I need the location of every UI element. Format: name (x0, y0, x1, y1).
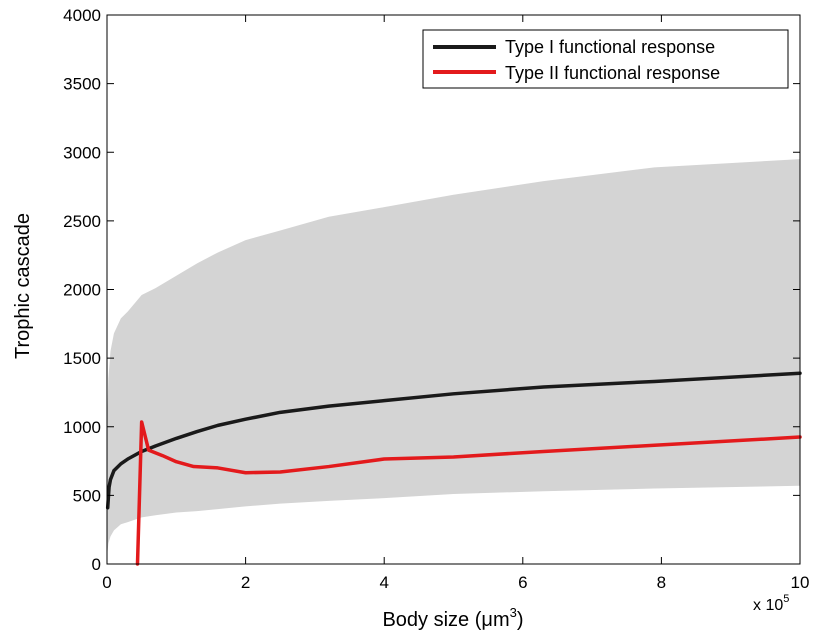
y-tick-label: 2000 (63, 281, 101, 300)
x-axis-label-superscript: 3 (510, 605, 517, 620)
confidence-band (107, 159, 800, 554)
x-axis-label-mu: μ (481, 609, 493, 631)
confidence-band-layer (107, 159, 800, 554)
x-tick-label: 4 (379, 573, 388, 592)
y-tick-label: 1500 (63, 349, 101, 368)
series-line-type-i (105, 371, 802, 510)
x-tick-label: 10 (791, 573, 810, 592)
legend-box (422, 29, 789, 89)
y-tick-label: 1000 (63, 418, 101, 437)
y-tick-label: 4000 (63, 6, 101, 25)
x-tick-label: 6 (518, 573, 527, 592)
y-tick-label: 3000 (63, 143, 101, 162)
x-axis-multiplier: x 105 (753, 593, 789, 614)
x-axis-label-close: ) (517, 609, 524, 631)
legend-label-type-i: Type I functional response (505, 37, 715, 57)
legend: Type I functional response Type II funct… (422, 29, 789, 89)
y-tick-label: 500 (73, 486, 101, 505)
series-line-type-ii (135, 420, 802, 566)
y-tick-label: 2500 (63, 212, 101, 231)
y-axis-label: Trophic cascade (12, 213, 34, 359)
x-axis-label-unit: m (493, 609, 510, 631)
x-axis-label-text: Body size ( (382, 609, 481, 631)
x-tick-label: 2 (241, 573, 250, 592)
y-tick-label: 3500 (63, 75, 101, 94)
x-axis-multiplier-text: x 10 (753, 597, 783, 614)
x-axis-label: Body size (μm3) (382, 605, 523, 631)
series-layer (105, 371, 802, 566)
x-tick-label: 0 (102, 573, 111, 592)
x-tick-label: 8 (657, 573, 666, 592)
legend-label-type-ii: Type II functional response (505, 63, 720, 83)
tick-layer: 0 2 4 6 8 10 0 500 1000 1500 2000 2500 3000 3500 4000 (63, 6, 809, 592)
x-axis-multiplier-exponent: 5 (783, 593, 789, 605)
y-tick-label: 0 (92, 555, 101, 574)
